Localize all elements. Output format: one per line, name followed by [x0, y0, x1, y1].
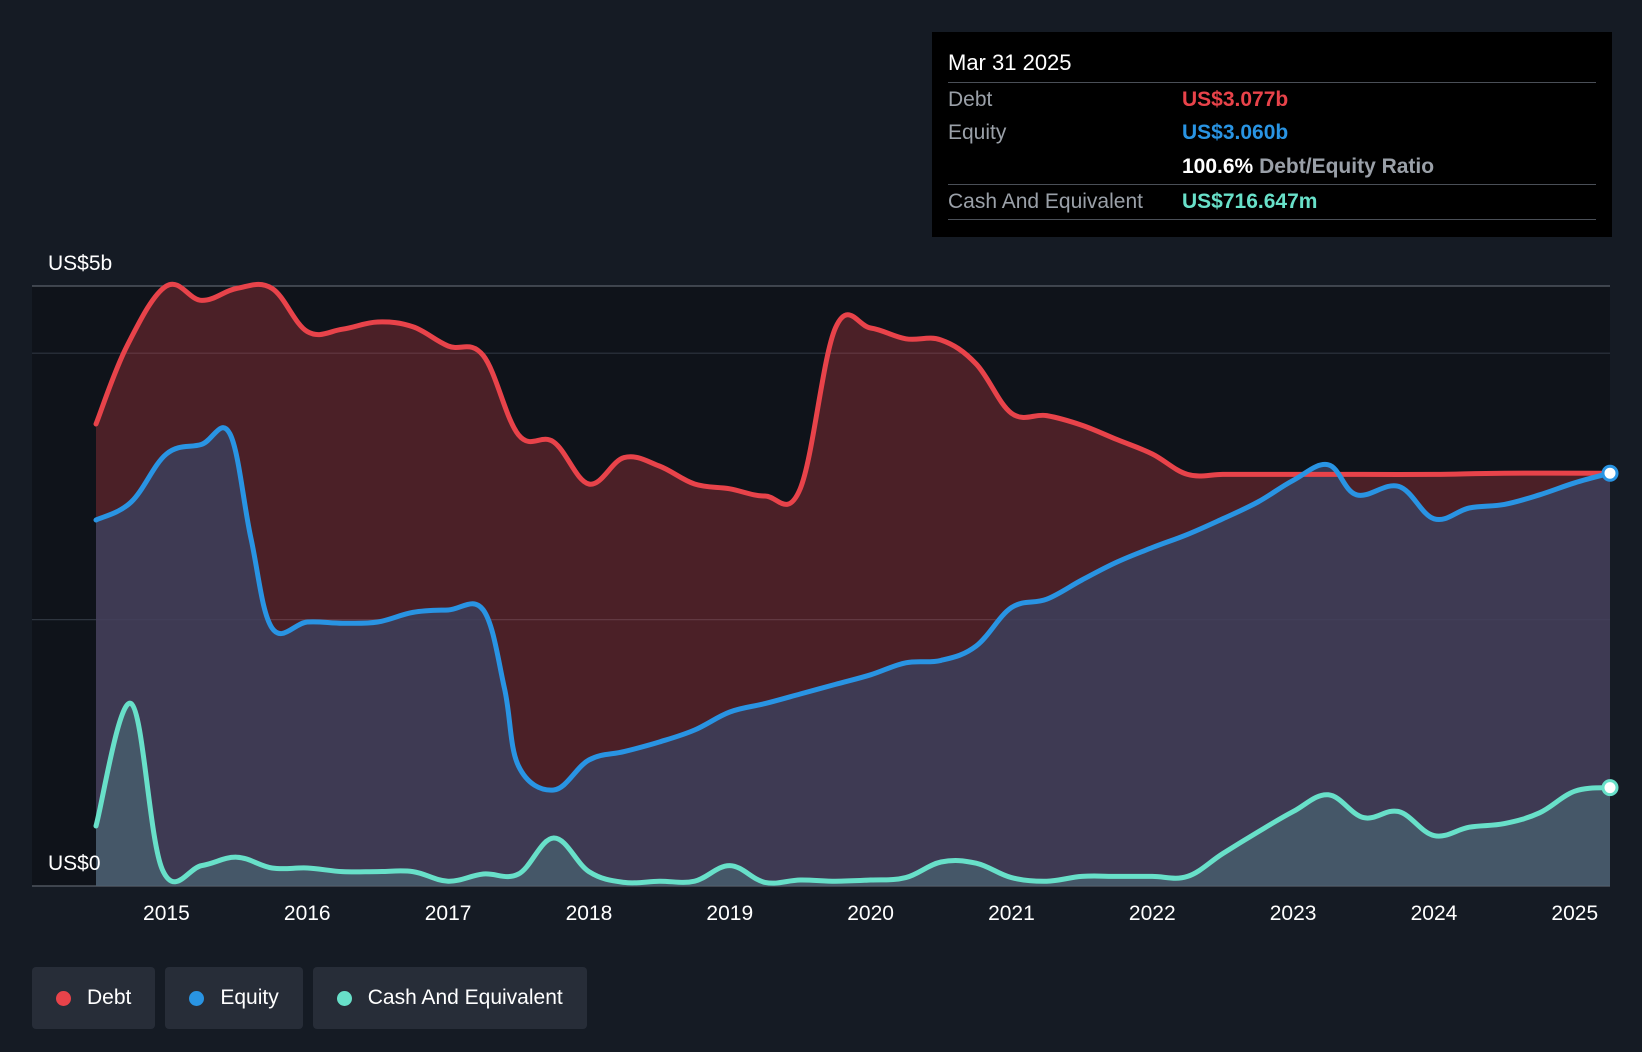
x-tick-label-2022: 2022	[1129, 902, 1176, 925]
x-tick-label-2017: 2017	[425, 902, 472, 925]
tooltip-row-equity: Equity US$3.060b	[948, 116, 1596, 150]
cash-endpoint[interactable]	[1601, 779, 1619, 797]
tooltip-equity-value: US$3.060b	[1182, 121, 1289, 144]
legend-equity-label: Equity	[220, 986, 279, 1009]
cash-area	[96, 703, 1610, 886]
tooltip-debt-label: Debt	[948, 88, 993, 111]
cash-dot-icon	[336, 990, 352, 1006]
legend-item-equity[interactable]: Equity	[165, 967, 303, 1029]
debt-line	[93, 281, 1613, 507]
equity-line	[93, 425, 1613, 793]
legend-debt-label: Debt	[87, 986, 132, 1009]
tooltip-date: Mar 31 2025	[948, 50, 1072, 75]
x-tick-label-2024: 2024	[1411, 902, 1458, 925]
tooltip-debt-value: US$3.077b	[1182, 88, 1289, 111]
debt-dot-icon	[56, 990, 71, 1006]
legend-item-debt[interactable]: Debt	[32, 967, 156, 1029]
series-areas	[96, 284, 1610, 886]
y-tick-label-bottom: US$0	[48, 852, 101, 875]
legend-item-cash[interactable]: Cash And Equivalent	[312, 967, 587, 1029]
tooltip-equity-label: Equity	[948, 121, 1007, 144]
tooltip-ratio: 100.6% Debt/Equity Ratio	[1182, 155, 1434, 179]
equity-dot-icon	[189, 990, 205, 1006]
equity-area	[96, 427, 1610, 886]
tooltip-cash-label: Cash And Equivalent	[948, 190, 1143, 213]
legend: Debt Equity Cash And Equivalent	[32, 967, 587, 1029]
cash-line	[93, 701, 1613, 886]
x-tick-label-2023: 2023	[1270, 902, 1317, 925]
tooltip-ratio-label: Debt/Equity Ratio	[1259, 155, 1435, 178]
x-tick-label-2020: 2020	[847, 902, 894, 925]
tooltip-ratio-value: 100.6%	[1182, 155, 1254, 178]
x-tick-label-2021: 2021	[988, 902, 1035, 925]
x-tick-label-2019: 2019	[706, 902, 753, 925]
tooltip-row-cash: Cash And Equivalent US$716.647m	[948, 184, 1596, 220]
y-tick-label-top: US$5b	[48, 252, 112, 275]
x-tick-label-2015: 2015	[143, 902, 190, 925]
data-tooltip: Mar 31 2025 Debt US$3.077b Equity US$3.0…	[932, 32, 1612, 237]
legend-cash-label: Cash And Equivalent	[367, 986, 563, 1009]
series-endpoints	[1601, 464, 1619, 797]
tooltip-row-debt: Debt US$3.077b	[948, 82, 1596, 117]
x-tick-label-2025: 2025	[1551, 902, 1598, 925]
tooltip-cash-value: US$716.647m	[1182, 190, 1318, 213]
x-tick-label-2016: 2016	[284, 902, 331, 925]
x-axis: 2015 2016 2017 2018 2019 2020 2021 2022 2023 2024…	[143, 902, 1598, 925]
equity-endpoint[interactable]	[1601, 464, 1619, 482]
tooltip-row-ratio: 100.6% Debt/Equity Ratio	[948, 150, 1596, 184]
x-tick-label-2018: 2018	[566, 902, 613, 925]
series-lines	[93, 281, 1613, 886]
